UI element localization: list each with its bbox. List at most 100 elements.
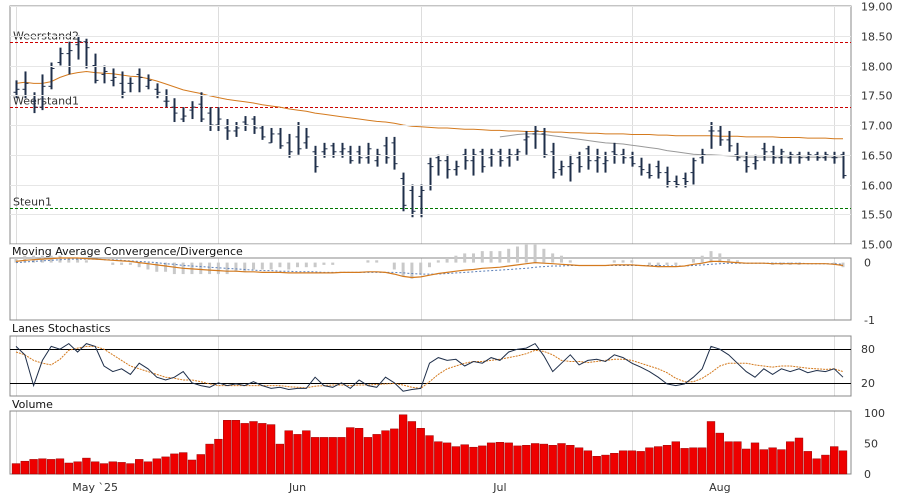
volume-y-tick-label: 100 — [864, 407, 885, 420]
volume-bar — [504, 442, 513, 475]
ohlc-bar — [224, 119, 231, 140]
volume-panel: Volume 100 50 0 — [9, 398, 885, 481]
ohlc-bar — [752, 154, 759, 170]
stochastics-panel: Lanes Stochastics 80 20 — [9, 322, 875, 397]
ohlc-bar — [277, 127, 284, 149]
ohlc-bar — [268, 127, 275, 144]
volume-bar — [275, 443, 285, 475]
ohlc-bar — [435, 154, 442, 176]
volume-bar — [11, 463, 21, 475]
ohlc-bar — [453, 160, 460, 176]
volume-bar — [662, 445, 672, 475]
volume-bar — [372, 434, 381, 475]
x-axis-labels: May `25 Jun Jul Aug — [72, 481, 730, 494]
ohlc-bar — [171, 98, 178, 123]
volume-bar — [328, 437, 337, 475]
volume-bar — [460, 444, 469, 475]
stochastics-y-axis: 80 20 — [861, 343, 875, 390]
ohlc-bar — [629, 151, 636, 167]
volume-bar — [469, 446, 478, 475]
volume-bar — [108, 461, 117, 475]
ohlc-bar — [761, 142, 768, 161]
ohlc-bar — [233, 122, 240, 137]
ohlc-bar — [75, 35, 82, 60]
volume-bar — [38, 458, 47, 475]
volume-bar — [706, 421, 716, 475]
volume-bar — [574, 447, 584, 475]
volume-bar — [152, 458, 161, 475]
volume-bar — [346, 427, 355, 475]
volume-bar — [310, 437, 320, 475]
volume-bar — [750, 442, 760, 475]
volume-bar — [742, 448, 751, 475]
macd-panel: Moving Average Convergence/Divergence 0 -… — [9, 244, 875, 327]
ohlc-bar — [347, 145, 354, 164]
ohlc-bar — [136, 68, 143, 93]
ohlc-bar — [409, 184, 416, 218]
ohlc-bar — [391, 136, 398, 170]
ohlc-bar — [462, 148, 469, 170]
volume-bar — [645, 447, 654, 475]
volume-bars — [11, 414, 848, 475]
ohlc-bar — [488, 148, 495, 167]
volume-bar — [82, 457, 91, 475]
price-y-tick-label: 17.50 — [861, 90, 893, 103]
volume-bar — [407, 421, 417, 475]
x-tick-label: Aug — [709, 481, 730, 494]
ohlc-bar — [470, 148, 477, 176]
volume-bar — [117, 462, 126, 475]
volume-bar — [821, 454, 830, 475]
volume-bar — [636, 451, 645, 475]
volume-bar — [398, 414, 408, 475]
ohlc-bar — [180, 107, 187, 123]
volume-bar — [302, 430, 311, 475]
ohlc-bar — [22, 71, 29, 99]
ohlc-bar — [444, 154, 451, 179]
ohlc-bar — [585, 145, 592, 170]
volume-bar — [610, 453, 619, 475]
ohlc-bar — [400, 172, 407, 212]
volume-bar — [187, 459, 197, 475]
ohlc-bar — [664, 166, 671, 188]
volume-y-tick-label: 50 — [864, 438, 878, 451]
ohlc-bar — [295, 122, 302, 155]
ohlc-bar — [787, 151, 794, 164]
volume-bar — [601, 454, 610, 475]
volume-bar — [179, 452, 188, 475]
volume-bar — [99, 463, 109, 475]
volume-bar — [64, 462, 73, 475]
ohlc-bar — [708, 122, 715, 149]
volume-bar — [442, 442, 452, 475]
ohlc-bar — [286, 133, 293, 158]
ohlc-bar — [127, 77, 134, 93]
ohlc-bar — [646, 163, 653, 179]
volume-bar — [768, 447, 777, 475]
volume-bar — [249, 421, 258, 475]
volume-bar — [20, 460, 29, 475]
macd-line — [15, 257, 844, 279]
volume-bar — [416, 428, 425, 475]
volume-bar — [205, 443, 214, 475]
macd-y-axis: 0 -1 — [864, 257, 875, 327]
ohlc-bar — [523, 130, 530, 155]
volume-bar — [354, 428, 364, 475]
stochastics-panel-frame — [9, 335, 852, 397]
volume-bar — [196, 454, 205, 475]
ohlc-bar — [83, 38, 90, 69]
volume-bar — [759, 449, 768, 475]
volume-bar — [29, 459, 38, 475]
ohlc-bar — [822, 151, 829, 161]
x-tick-label: May `25 — [72, 481, 118, 494]
volume-bar — [838, 450, 848, 475]
volume-bar — [557, 443, 566, 475]
ohlc-bar — [57, 47, 64, 66]
volume-bar — [55, 458, 65, 475]
level-label: Steun1 — [13, 196, 52, 209]
volume-bar — [513, 445, 522, 475]
stochastics-y-tick-label: 80 — [861, 343, 875, 356]
ohlc-bar — [145, 74, 152, 90]
ohlc-bar — [383, 136, 390, 164]
volume-bar — [47, 459, 56, 475]
